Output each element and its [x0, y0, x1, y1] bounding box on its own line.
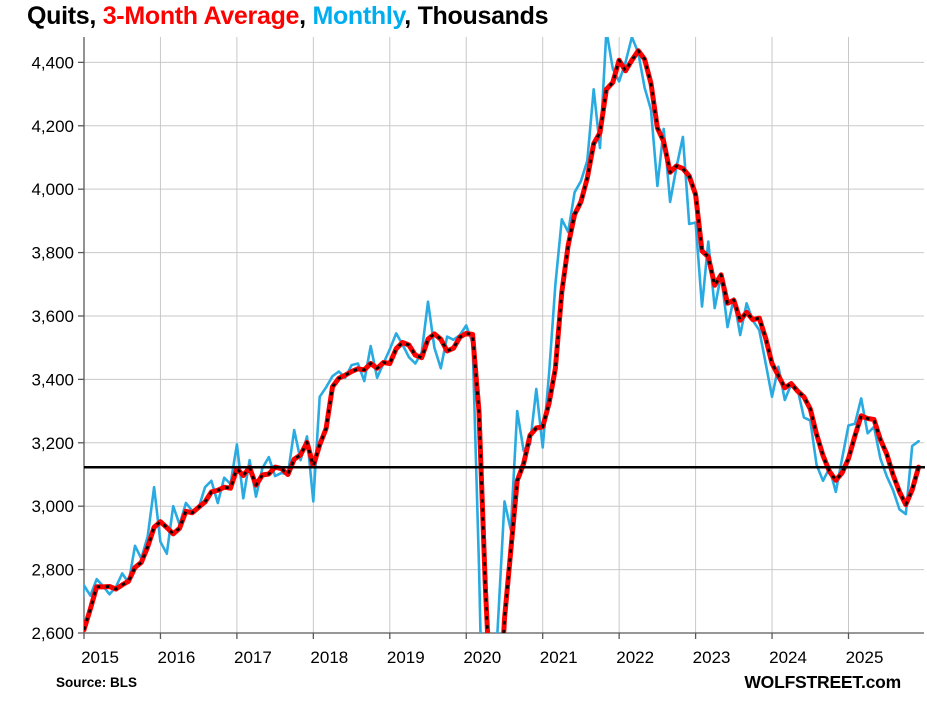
three-month-average-line	[84, 48, 922, 633]
chart-title: Quits, 3-Month Average, Monthly, Thousan…	[27, 2, 549, 31]
y-tick-label: 3,800	[31, 244, 74, 263]
axes	[83, 37, 924, 634]
data-series	[84, 37, 922, 633]
x-tick-label: 2023	[693, 648, 731, 667]
title-segment-3mo-avg: 3-Month Average	[102, 2, 300, 30]
gridlines	[83, 37, 924, 634]
monthly-line	[84, 37, 920, 633]
x-tick-label: 2025	[846, 648, 884, 667]
title-segment-thousands: , Thousands	[404, 2, 549, 30]
source-label: Source: BLS	[56, 675, 138, 690]
x-tick-label: 2017	[234, 648, 272, 667]
y-tick-label: 3,000	[31, 497, 74, 516]
axis-labels: 2,600 2,800 3,000 3,200 3,400 3,600 3,800 4,000…	[31, 53, 883, 667]
y-tick-label: 2,600	[31, 624, 74, 643]
title-segment-monthly: Monthly	[312, 2, 405, 30]
x-tick-label: 2020	[463, 648, 501, 667]
y-tick-label: 3,200	[31, 434, 74, 453]
y-tick-label: 4,400	[31, 53, 74, 72]
brand-label: WOLFSTREET.com	[744, 672, 901, 692]
x-tick-label: 2019	[387, 648, 425, 667]
title-segment-quits: Quits,	[27, 2, 103, 30]
x-tick-label: 2018	[310, 648, 348, 667]
y-tick-label: 2,800	[31, 561, 74, 580]
y-tick-label: 3,400	[31, 370, 74, 389]
x-tick-label: 2024	[769, 648, 807, 667]
y-tick-label: 4,200	[31, 117, 74, 136]
axis-ticks	[78, 61, 850, 639]
x-tick-label: 2021	[540, 648, 578, 667]
x-tick-label: 2016	[158, 648, 196, 667]
x-tick-label: 2015	[81, 648, 119, 667]
y-tick-label: 4,000	[31, 180, 74, 199]
x-tick-label: 2022	[616, 648, 654, 667]
y-tick-label: 3,600	[31, 307, 74, 326]
title-segment-comma: ,	[299, 2, 313, 30]
